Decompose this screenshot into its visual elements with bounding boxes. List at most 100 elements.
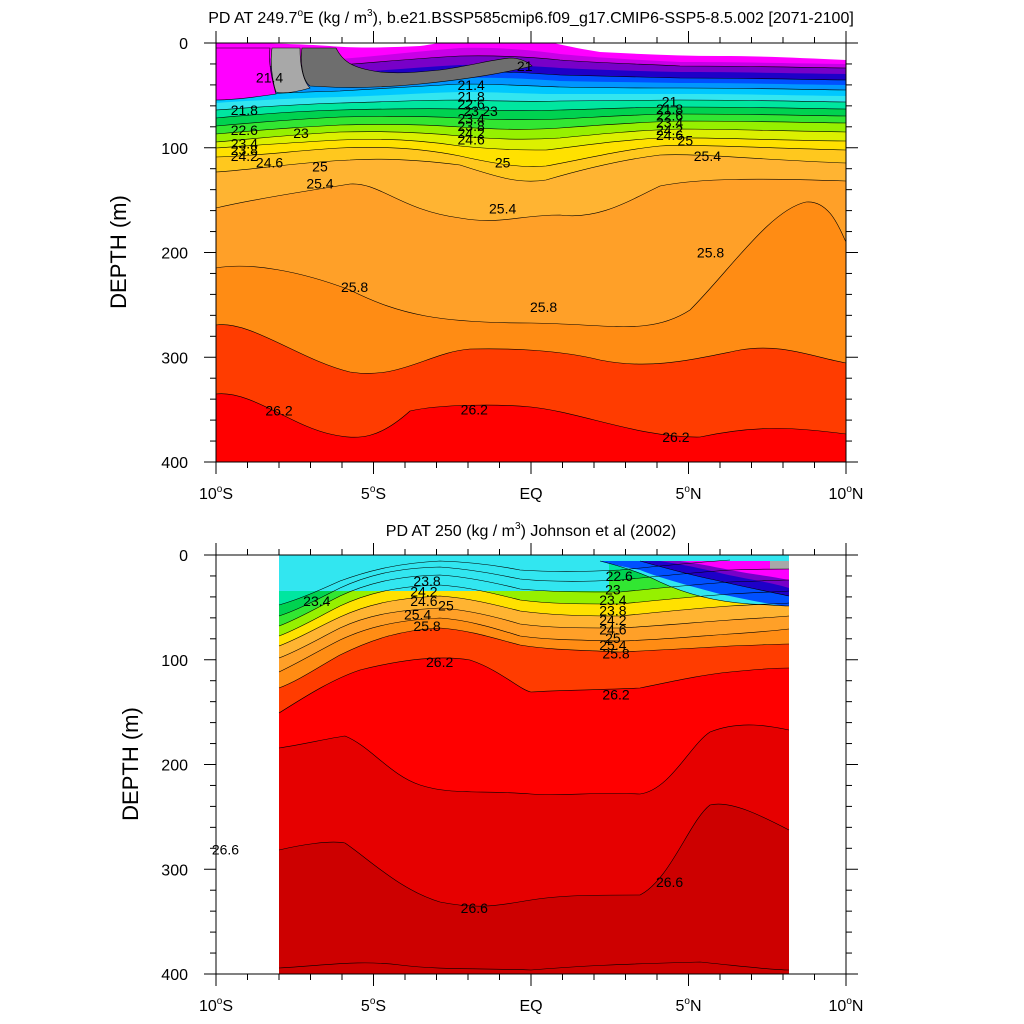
x-tick-value: 10 <box>829 486 847 503</box>
x-tick-degree: o <box>684 484 690 495</box>
x-tick-value: EQ <box>519 486 542 503</box>
contour-label: 22.6 <box>606 568 633 584</box>
x-tick-degree: o <box>684 996 690 1007</box>
contour-label: 22.6 <box>458 96 485 112</box>
contour-label: 21 <box>662 94 678 110</box>
contour-label: 23.8 <box>599 603 626 619</box>
surface-band-cyan <box>279 561 609 591</box>
contour-label: 25.4 <box>306 175 333 191</box>
contour-label: 25.4 <box>694 148 721 164</box>
y-tick-label: 0 <box>179 548 188 565</box>
x-tick-value: 5 <box>361 486 370 503</box>
contour-label: 25.8 <box>341 279 368 295</box>
contour-label: 24.6 <box>458 131 485 147</box>
contour-label: 24.2 <box>231 148 258 164</box>
y-tick-label: 300 <box>161 350 188 367</box>
contour-label: 23 <box>463 103 479 119</box>
y-tick-label: 200 <box>161 246 188 263</box>
x-tick-value: 10 <box>199 998 217 1015</box>
contour-label: 24.6 <box>656 127 683 143</box>
x-tick-value: 10 <box>829 998 847 1015</box>
panel-2-ylabel: DEPTH (m) <box>118 707 143 821</box>
y-tick-label: 200 <box>161 758 188 775</box>
contour-label: 24.6 <box>256 154 283 170</box>
x-tick-degree: o <box>846 996 852 1007</box>
x-tick-label: EQ <box>519 998 542 1015</box>
contour-label: 24.2 <box>458 125 485 141</box>
contour-label: 23.4 <box>599 592 626 608</box>
contour-label: 23.4 <box>303 593 330 609</box>
panel-1-contour-lines <box>216 55 846 438</box>
panel-1-title: PD AT 249.7oE (kg / m3), b.e21.BSSP585cm… <box>208 8 854 27</box>
panel-johnson: PD AT 250 (kg / m3) Johnson et al (2002)… <box>118 521 863 1015</box>
contour-label: 23.4 <box>656 115 683 131</box>
x-tick-label: 5oN <box>675 484 701 503</box>
contour-label: 21.8 <box>656 101 683 117</box>
contour-label: 26.6 <box>656 874 683 890</box>
x-tick-hemisphere: N <box>852 486 864 503</box>
y-tick-label: 400 <box>161 967 188 984</box>
contour-label: 23.8 <box>231 142 258 158</box>
y-tick-label: 0 <box>179 36 188 53</box>
surface-patch-magenta <box>215 47 277 101</box>
contour-label: 25 <box>312 159 328 175</box>
x-tick-value: 5 <box>361 998 370 1015</box>
contour-label: 22.6 <box>231 122 258 138</box>
contour-label: 26.2 <box>426 654 453 670</box>
contour-label: 21.8 <box>231 102 258 118</box>
contour-label: 23.8 <box>413 573 440 589</box>
panel-2-contour-lines <box>278 559 790 971</box>
y-tick-label: 400 <box>161 455 188 472</box>
contour-label: 24.6 <box>410 593 437 609</box>
x-tick-value: 5 <box>675 998 684 1015</box>
panel-cesm: PD AT 249.7oE (kg / m3), b.e21.BSSP585cm… <box>106 8 863 503</box>
surface-patch-light <box>270 47 311 94</box>
x-tick-degree: o <box>370 484 376 495</box>
region-missing-right <box>789 555 846 974</box>
contour-label: 26.2 <box>662 429 689 445</box>
contour-label: 24.6 <box>599 621 626 637</box>
surface-patch-dark <box>300 47 533 88</box>
contour-label: 26.2 <box>265 403 292 419</box>
x-tick-value: 5 <box>675 486 684 503</box>
x-tick-label: 10oN <box>829 996 864 1015</box>
contour-label: 25.4 <box>404 607 431 623</box>
contour-label: 25 <box>495 154 511 170</box>
contour-label: 23 <box>605 582 621 598</box>
x-tick-label: 5oS <box>361 996 386 1015</box>
contour-label: 25 <box>438 597 454 613</box>
x-tick-label: 10oS <box>199 484 233 503</box>
contour-label: 21 <box>517 58 533 74</box>
x-tick-hemisphere: S <box>375 486 386 503</box>
contour-label: 21.4 <box>458 77 485 93</box>
contour-label: 25.8 <box>530 299 557 315</box>
contour-label: 25.8 <box>413 618 440 634</box>
contour-label: 25 <box>678 132 694 148</box>
x-tick-degree: o <box>217 996 223 1007</box>
x-tick-label: EQ <box>519 486 542 503</box>
contour-label: 25.8 <box>602 645 629 661</box>
contour-label: 25.4 <box>489 201 516 217</box>
x-tick-hemisphere: N <box>852 998 864 1015</box>
contour-label: 22.6 <box>656 107 683 123</box>
surface-band-gray <box>770 561 789 569</box>
contour-label: 25.4 <box>599 637 626 653</box>
contour-label: 26.6 <box>212 841 239 857</box>
contour-label: 23.8 <box>458 118 485 134</box>
x-tick-value: EQ <box>519 998 542 1015</box>
x-tick-degree: o <box>846 484 852 495</box>
x-tick-label: 5oS <box>361 484 386 503</box>
contour-label: 21.8 <box>458 88 485 104</box>
contour-label: 24.2 <box>410 584 437 600</box>
x-tick-hemisphere: N <box>690 998 702 1015</box>
x-tick-degree: o <box>370 996 376 1007</box>
x-tick-hemisphere: N <box>690 486 702 503</box>
panel-2-fill <box>216 555 846 974</box>
contour-label: 26.6 <box>461 900 488 916</box>
x-tick-degree: o <box>217 484 223 495</box>
contour-label: 26.2 <box>602 686 629 702</box>
region-missing-left <box>216 555 279 974</box>
x-tick-hemisphere: S <box>222 486 233 503</box>
contour-label: 23 <box>293 125 309 141</box>
